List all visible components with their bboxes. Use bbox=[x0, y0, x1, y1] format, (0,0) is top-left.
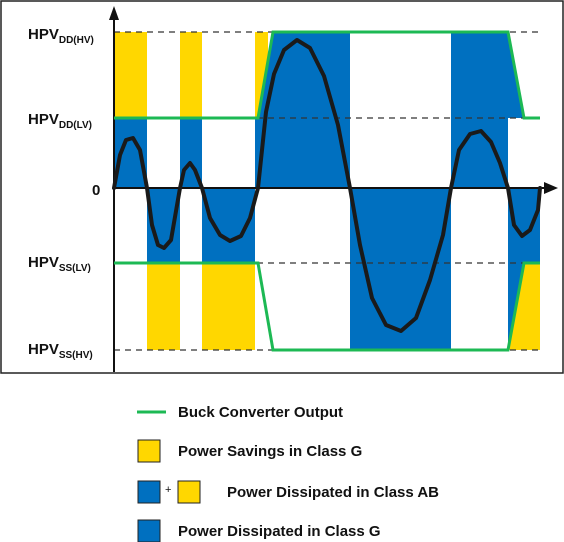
savings-region bbox=[508, 263, 540, 350]
legend-class-ab-label: Power Dissipated in Class AB bbox=[227, 484, 439, 501]
label-hpvss-lv: HPVSS(LV) bbox=[28, 254, 91, 274]
legend-plus-sign: + bbox=[165, 484, 171, 496]
savings-region bbox=[202, 263, 255, 350]
power-regions bbox=[114, 32, 540, 350]
label-zero: 0 bbox=[92, 182, 100, 199]
label-hpvdd-lv: HPVDD(LV) bbox=[28, 111, 92, 131]
savings-region bbox=[114, 32, 147, 118]
legend-savings-label: Power Savings in Class G bbox=[178, 443, 362, 460]
savings-region bbox=[180, 32, 202, 118]
diagram-border bbox=[0, 0, 564, 374]
legend-class-g-label: Power Dissipated in Class G bbox=[178, 523, 381, 540]
legend-ab-blue-swatch bbox=[137, 480, 161, 504]
class-g-dissipation-region bbox=[255, 32, 350, 188]
audio-signal-waveform bbox=[112, 38, 542, 333]
buck-output-negative-rail bbox=[114, 261, 540, 352]
savings-region bbox=[147, 263, 180, 350]
buck-output-positive-rail bbox=[114, 30, 540, 120]
label-hpvdd-hv: HPVDD(HV) bbox=[28, 26, 94, 46]
legend-savings-swatch bbox=[137, 439, 161, 463]
label-hpvss-hv: HPVSS(HV) bbox=[28, 341, 93, 361]
y-axis-arrow bbox=[109, 6, 119, 20]
legend-buck-label: Buck Converter Output bbox=[178, 404, 343, 421]
legend-class-g-swatch bbox=[137, 519, 161, 542]
x-axis-arrow bbox=[544, 182, 558, 194]
legend-ab-yellow-swatch bbox=[177, 480, 201, 504]
legend: Buck Converter Output Power Savings in C… bbox=[137, 404, 439, 542]
